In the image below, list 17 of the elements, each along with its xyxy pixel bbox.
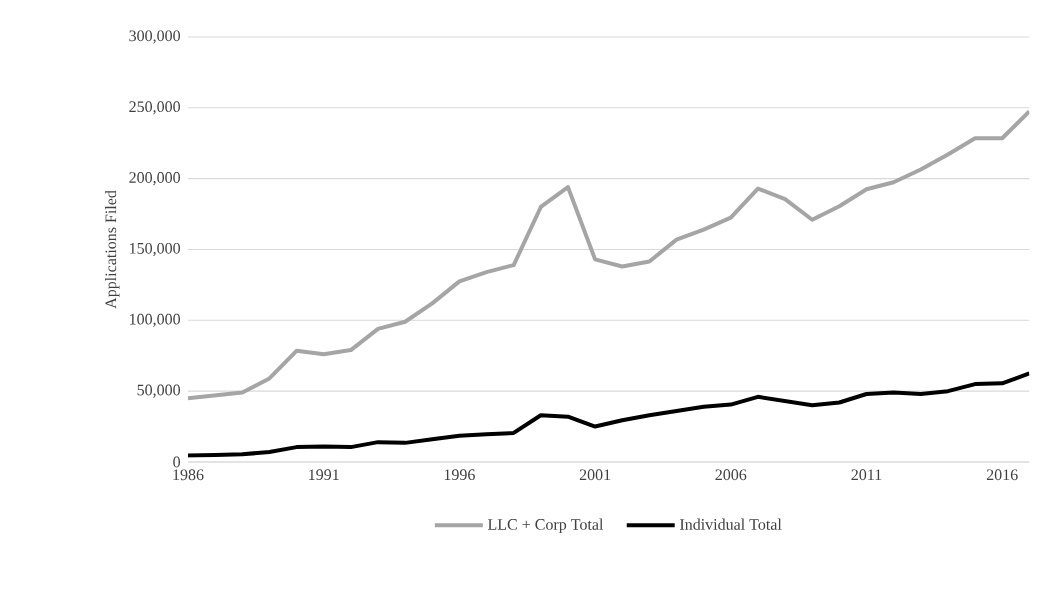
x-tick-label: 1996 [444,469,475,481]
x-tick-label: 2001 [579,469,611,481]
x-tick-label: 1986 [173,469,204,481]
x-tick-label: 2011 [851,469,882,481]
y-tick-label: 50,000 [137,384,181,398]
y-tick-label: 150,000 [130,242,181,257]
x-tick-label: 1991 [309,469,339,481]
y-axis-title: Applications Filed [104,190,120,309]
x-tick-label: 2016 [986,469,1018,481]
y-tick-label: 0 [173,456,181,468]
y-tick-label: 200,000 [129,172,181,186]
y-tick-label: 300,000 [129,30,181,44]
x-tick-label: 2006 [715,469,747,481]
y-tick-label: 100,000 [130,313,181,327]
y-tick-label: 250,000 [129,101,181,115]
legend-label: Individual Total [679,518,782,530]
legend-label: LLC + Corp Total [487,518,604,534]
